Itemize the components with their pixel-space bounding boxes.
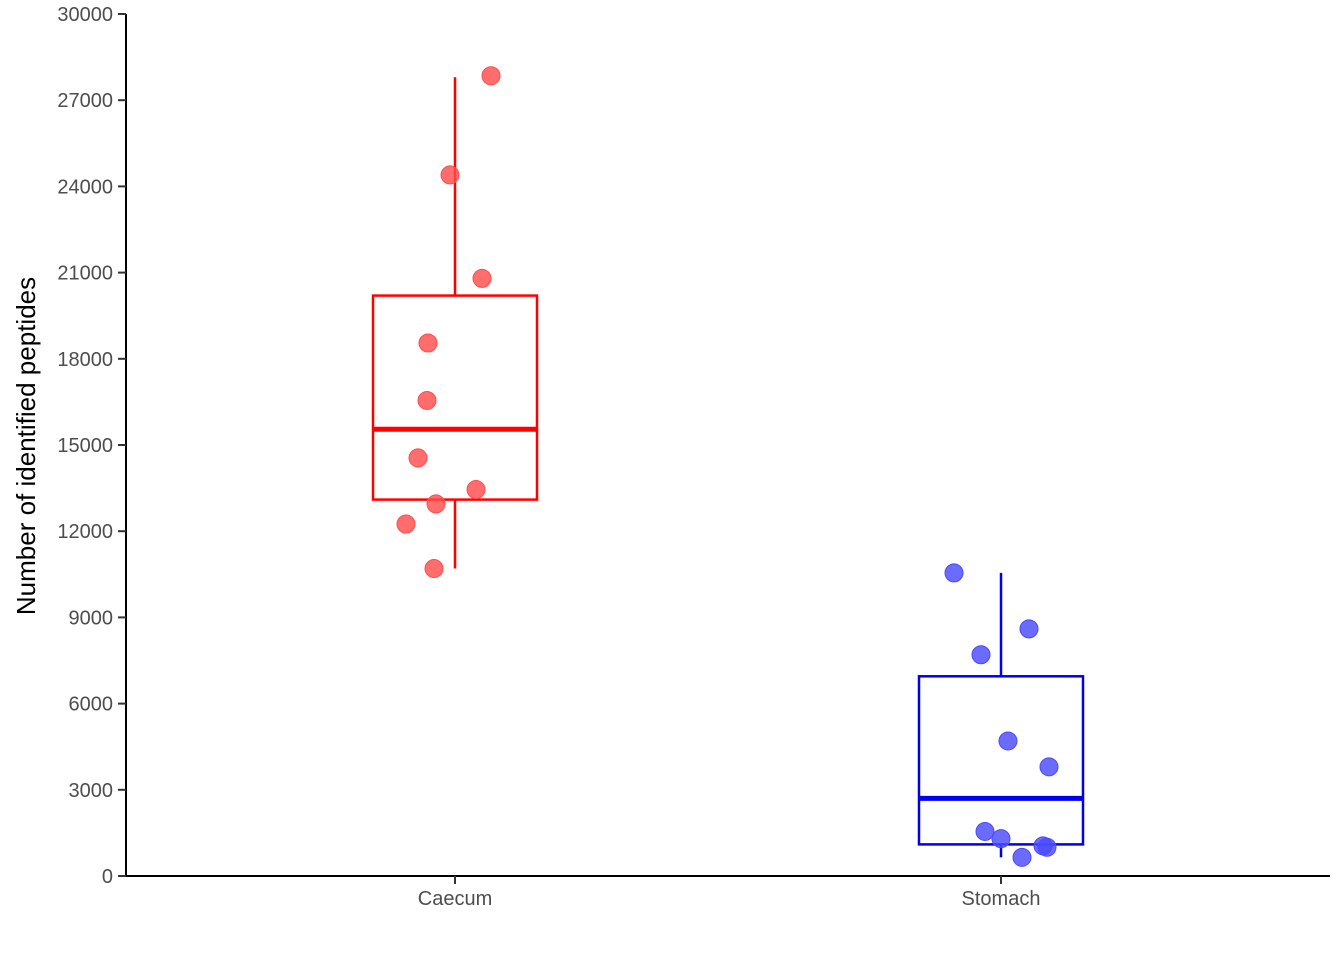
data-point <box>424 559 444 579</box>
y-tick-label: 21000 <box>57 263 113 285</box>
box <box>917 675 1085 846</box>
box-group-caecum <box>371 66 539 579</box>
data-point <box>971 645 991 665</box>
y-tick-label: 3000 <box>69 780 114 802</box>
data-point <box>991 829 1011 849</box>
data-point <box>1012 847 1032 867</box>
y-tick-label: 30000 <box>57 4 113 26</box>
data-point <box>1039 757 1059 777</box>
data-point <box>408 448 428 468</box>
data-point <box>944 563 964 583</box>
data-point <box>481 66 501 86</box>
box-group-stomach <box>917 563 1085 867</box>
y-tick-label: 18000 <box>57 349 113 371</box>
y-tick-label: 15000 <box>57 435 113 457</box>
box <box>371 294 539 501</box>
data-point <box>418 333 438 353</box>
y-tick-label: 24000 <box>57 176 113 198</box>
x-axis-ticks: Caecum Stomach <box>418 876 1041 910</box>
data-point <box>440 165 460 185</box>
data-point <box>998 731 1018 751</box>
data-point <box>466 480 486 500</box>
data-point <box>417 390 437 410</box>
plot-area <box>371 66 1085 867</box>
y-tick-label: 0 <box>102 866 113 888</box>
data-point <box>396 514 416 534</box>
y-axis-ticks: 0 3000 6000 9000 12000 15000 18000 21000 24000 27… <box>57 4 126 888</box>
data-point <box>426 494 446 514</box>
x-tick-label-stomach: Stomach <box>962 888 1041 910</box>
data-point <box>472 268 492 288</box>
y-tick-label: 9000 <box>69 607 114 629</box>
data-point <box>1019 619 1039 639</box>
data-point <box>975 821 995 841</box>
y-tick-label: 12000 <box>57 521 113 543</box>
data-point <box>1037 837 1057 857</box>
y-tick-label: 6000 <box>69 694 114 716</box>
y-axis-title: Number of identified peptides <box>11 277 41 615</box>
x-tick-label-caecum: Caecum <box>418 888 492 910</box>
y-tick-label: 27000 <box>57 90 113 112</box>
